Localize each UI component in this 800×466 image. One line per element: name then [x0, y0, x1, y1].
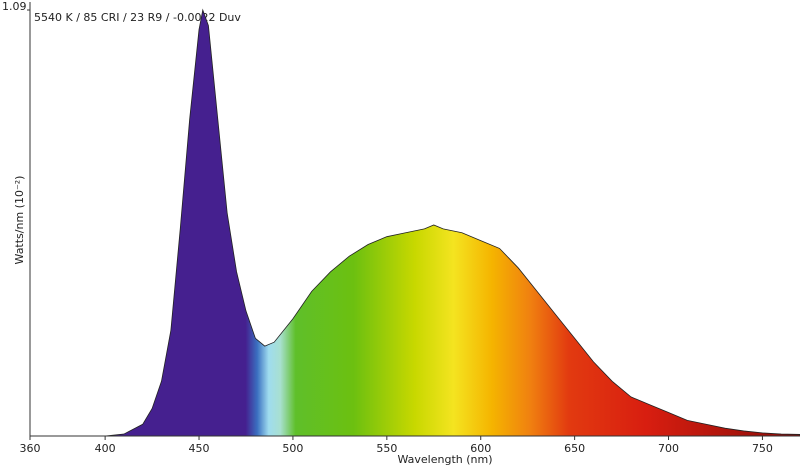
x-tick-label: 600	[470, 442, 491, 455]
x-tick-label: 360	[20, 442, 41, 455]
x-tick-label: 700	[658, 442, 679, 455]
x-tick-label: 400	[95, 442, 116, 455]
x-axis-label: Wavelength (nm)	[397, 453, 492, 466]
x-tick-label: 500	[282, 442, 303, 455]
x-tick-label: 550	[376, 442, 397, 455]
x-tick-label: 750	[752, 442, 773, 455]
y-axis-label: Watts/nm (10⁻²)	[13, 176, 26, 265]
x-tick-label: 650	[564, 442, 585, 455]
annotation: 5540 K / 85 CRI / 23 R9 / -0.0022 Duv	[34, 11, 241, 24]
x-tick-label: 450	[189, 442, 210, 455]
y-tick-label: 1.09	[2, 0, 27, 13]
spectrum-area	[30, 8, 800, 437]
